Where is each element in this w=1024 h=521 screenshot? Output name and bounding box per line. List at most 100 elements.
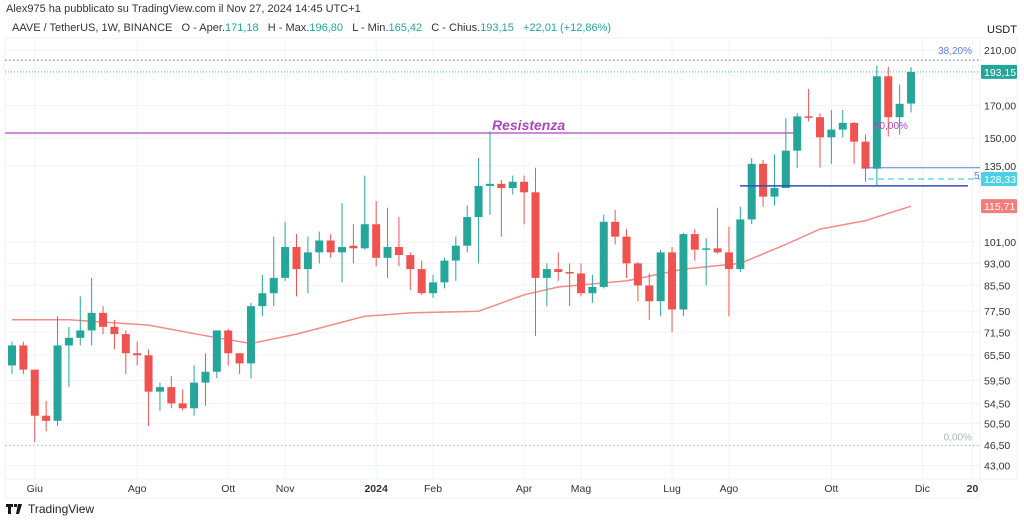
price-tick: 43,00 xyxy=(984,461,1010,473)
candle-body xyxy=(133,353,142,356)
candle-body xyxy=(360,224,369,249)
time-tick: Giu xyxy=(27,483,44,495)
candle-body xyxy=(326,240,335,253)
candle-body xyxy=(417,269,426,294)
candle-body xyxy=(485,183,494,186)
candle-body xyxy=(383,247,392,258)
candle-body xyxy=(759,163,768,197)
price-badge xyxy=(981,172,1017,187)
time-tick: Ott xyxy=(221,483,235,495)
candle-body xyxy=(394,247,403,256)
candle-body xyxy=(235,353,244,364)
clipped-label: 5 xyxy=(974,171,980,182)
candle-body xyxy=(303,252,312,270)
candle-body xyxy=(406,255,415,270)
candle-body xyxy=(429,282,438,294)
candle-body xyxy=(64,337,73,346)
candle-body xyxy=(736,219,745,270)
time-tick: Feb xyxy=(424,483,442,495)
candle-body xyxy=(155,387,164,392)
candle-body xyxy=(99,312,108,327)
candle-body xyxy=(463,217,472,246)
tradingview-logo-icon xyxy=(6,504,22,514)
candle-body xyxy=(349,245,358,249)
price-badge-label: 193,15 xyxy=(984,67,1016,79)
candle-body xyxy=(121,334,130,354)
candle-body xyxy=(531,192,540,278)
fib-0-label: 0,00% xyxy=(944,433,972,444)
candle-body xyxy=(8,345,16,366)
candle-body xyxy=(87,312,96,331)
time-tick: Ago xyxy=(128,483,147,495)
candle-body xyxy=(770,188,779,197)
candle-body xyxy=(702,248,711,250)
price-tick: 65,50 xyxy=(984,350,1010,362)
candle-body xyxy=(30,369,39,416)
open-label: O - Aper. xyxy=(181,22,225,34)
time-tick: Nov xyxy=(276,483,295,495)
price-tick: 77,50 xyxy=(984,306,1010,318)
fib-38-label: 38,20% xyxy=(938,46,972,57)
change-value: +22,01 (+12,86%) xyxy=(523,22,612,34)
price-tick: 135,00 xyxy=(984,161,1016,173)
candle-body xyxy=(167,387,176,404)
candle-body xyxy=(656,252,665,302)
symbol-name[interactable]: AAVE / TetherUS, 1W, BINANCE xyxy=(12,22,173,34)
axis-corner xyxy=(980,480,1024,500)
candle-body xyxy=(42,415,51,421)
candle-body xyxy=(178,403,187,409)
low-label: L - Min. xyxy=(352,22,389,34)
price-tick: 85,50 xyxy=(984,280,1010,292)
candle-body xyxy=(781,150,790,189)
price-badge xyxy=(981,64,1017,79)
candle-body xyxy=(588,286,597,294)
time-tick: Ago xyxy=(720,483,739,495)
candle-body xyxy=(520,181,529,193)
moving-average-line xyxy=(12,205,912,345)
candle-body xyxy=(690,234,699,250)
candle-body xyxy=(224,330,233,354)
brand-name: TradingView xyxy=(28,502,95,516)
close-label: C - Chius. xyxy=(431,22,481,34)
candle-body xyxy=(827,129,836,138)
candle-body xyxy=(872,76,881,169)
price-badge-label: 128,33 xyxy=(984,174,1016,186)
price-tick: 101,00 xyxy=(984,237,1016,249)
high-label: H - Max. xyxy=(267,22,310,34)
price-tick: 210,00 xyxy=(984,45,1016,57)
time-tick: Lug xyxy=(663,483,681,495)
price-badge-label: 115,71 xyxy=(984,201,1015,213)
candle-body xyxy=(668,252,677,310)
price-tick: 59,50 xyxy=(984,375,1010,387)
candle-body xyxy=(645,285,654,302)
price-tick: 93,00 xyxy=(984,258,1010,270)
candle-body xyxy=(190,382,199,409)
candle-body xyxy=(633,263,642,286)
price-tick: 170,00 xyxy=(984,100,1016,112)
candle-body xyxy=(338,247,347,253)
candle-body xyxy=(861,141,870,169)
price-tick: 71,50 xyxy=(984,327,1010,339)
candle-body xyxy=(793,116,802,151)
candle-body xyxy=(611,221,620,237)
candle-body xyxy=(554,269,563,272)
candle-body xyxy=(451,245,460,261)
price-badge xyxy=(981,199,1017,214)
close-value: 193,15 xyxy=(480,22,514,34)
candle-body xyxy=(269,277,278,294)
candle-body xyxy=(577,273,585,294)
price-tick: 54,50 xyxy=(984,398,1010,410)
fib-50-label: 50,00% xyxy=(874,121,908,132)
candle-body xyxy=(19,345,28,370)
price-tick: 46,50 xyxy=(984,440,1010,452)
candle-body xyxy=(212,330,221,372)
candle-body xyxy=(474,185,483,218)
open-value: 171,18 xyxy=(224,22,259,34)
candle-body xyxy=(281,247,290,278)
publication-info: Alex975 ha pubblicato su TradingView.com… xyxy=(6,3,361,15)
price-tick: 150,00 xyxy=(984,133,1016,145)
high-value: 196,80 xyxy=(309,22,344,34)
candle-body xyxy=(804,116,813,118)
candle-body xyxy=(679,234,688,310)
